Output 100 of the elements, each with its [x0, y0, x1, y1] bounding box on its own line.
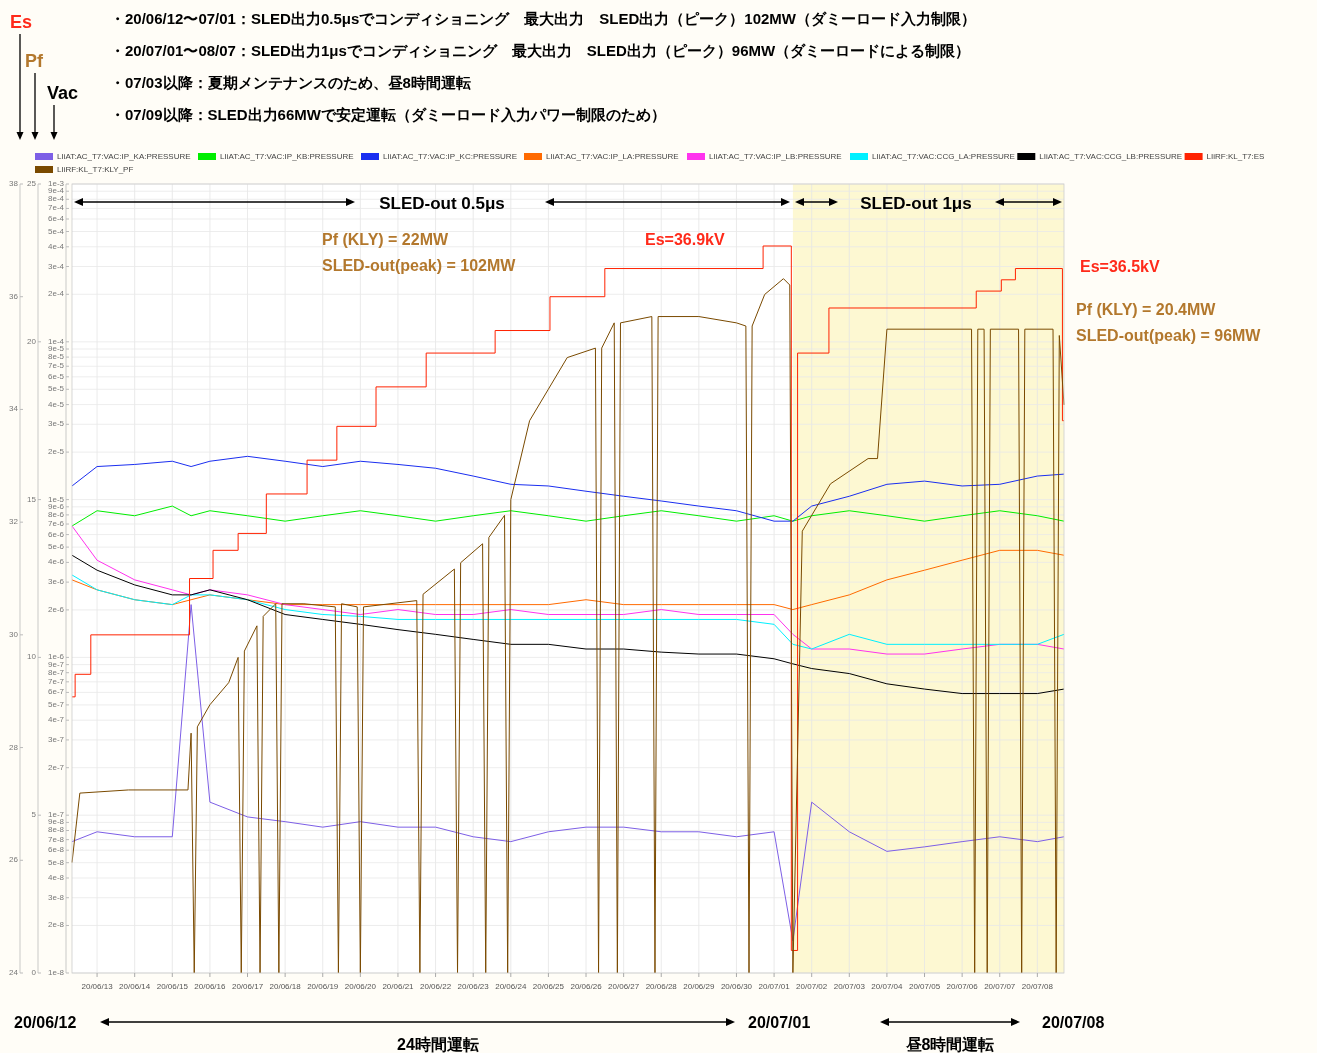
legend-label: LIiRF:KL_T7:KLY_PF	[57, 165, 134, 174]
x-tick-label: 20/07/04	[871, 982, 904, 991]
text: 20/06/12	[14, 1014, 77, 1031]
x-tick-label: 20/06/26	[570, 982, 603, 991]
y3-tick-label: 5e-4	[47, 226, 65, 236]
y3-tick-label: 1e-8	[47, 968, 65, 977]
y3-tick-label: 9e-7	[47, 659, 65, 669]
text: ・07/09以降：SLED出力66MWで安定運転（ダミーロード入力パワー制限のため）	[110, 106, 666, 123]
y3-tick-label: 2e-4	[47, 289, 65, 299]
x-tick-label: 20/06/20	[344, 982, 377, 991]
legend-label: LIiAT:AC_T7:VAC:CCG_LB:PRESSURE	[1039, 152, 1183, 161]
y3-tick-label: 8e-8	[47, 825, 65, 835]
text: SLED-out(peak) = 96MW	[1076, 327, 1262, 344]
annotation: Es=36.9kV	[645, 231, 725, 248]
legend-label: LIiAT:AC_T7:VAC:IP_KC:PRESSURE	[383, 152, 517, 161]
y-tick-label: 38	[9, 179, 19, 188]
x-tick-label: 20/06/28	[645, 982, 678, 991]
y3-tick-label: 4e-7	[47, 715, 65, 725]
x-tick-label: 20/07/06	[946, 982, 979, 991]
y2-tick-label: 15	[27, 494, 37, 504]
y3-tick-label: 3e-6	[47, 577, 65, 587]
x-tick-label: 20/07/02	[796, 982, 828, 991]
x-tick-label: 20/07/07	[984, 982, 1016, 991]
text: ・07/03以降：夏期メンテナンスのため、昼8時間運転	[110, 74, 471, 91]
text: Vac	[47, 83, 79, 103]
text: ・20/07/01〜08/07：SLED出力1μsでコンディショニング 最大出力 SLED出力（ピーク）96MW（ダミーロードによる制限）	[110, 42, 971, 59]
y3-tick-label: 4e-4	[47, 241, 65, 251]
y3-tick-label: 8e-5	[47, 352, 65, 362]
y-tick-label: 24	[9, 968, 19, 977]
y3-tick-label: 3e-8	[47, 892, 65, 902]
y3-tick-label: 9e-4	[47, 186, 65, 196]
x-tick-label: 20/07/05	[908, 982, 941, 991]
text: 昼8時間運転	[904, 1036, 995, 1053]
y3-tick-label: 8e-7	[47, 667, 65, 677]
text: 20/07/01	[748, 1014, 811, 1031]
x-tick-label: 20/06/13	[81, 982, 114, 991]
y3-tick-label: 9e-5	[47, 344, 65, 354]
y3-tick-label: 5e-8	[47, 857, 65, 867]
y3-tick-label: 7e-6	[47, 519, 65, 529]
x-tick-label: 20/06/21	[382, 982, 415, 991]
annotation: SLED-out(peak) = 102MW	[322, 257, 517, 274]
text: Pf (KLY) = 20.4MW	[1076, 301, 1217, 318]
x-tick-label: 20/06/15	[156, 982, 189, 991]
y3-tick-label: 2e-8	[47, 920, 65, 930]
x-tick-label: 20/06/19	[307, 982, 339, 991]
text: Es=36.5kV	[1080, 258, 1160, 275]
x-tick-label: 20/06/25	[532, 982, 565, 991]
y-tick-label: 34	[9, 404, 19, 414]
y3-tick-label: 4e-6	[47, 557, 65, 567]
x-tick-label: 20/06/17	[231, 982, 264, 991]
y3-tick-label: 3e-7	[47, 734, 65, 744]
y3-tick-label: 6e-7	[47, 687, 65, 697]
y2-tick-label: 5	[31, 810, 37, 820]
y3-tick-label: 1e-3	[47, 179, 65, 188]
x-tick-label: 20/07/03	[833, 982, 866, 991]
y3-tick-label: 1e-6	[47, 652, 65, 662]
y3-tick-label: 7e-5	[47, 361, 65, 371]
legend-label: LIiRF:KL_T7:ES	[1206, 152, 1265, 161]
y-tick-label: 30	[9, 629, 19, 639]
x-tick-label: 20/06/16	[194, 982, 227, 991]
y2-tick-label: 25	[27, 179, 37, 188]
text: 20/07/08	[1042, 1014, 1105, 1031]
x-tick-label: 20/06/22	[420, 982, 452, 991]
y-tick-label: 26	[9, 855, 19, 865]
y3-tick-label: 7e-8	[47, 834, 65, 844]
y3-tick-label: 8e-4	[47, 194, 65, 204]
y3-tick-label: 4e-8	[47, 872, 65, 882]
legend-label: LIiAT:AC_T7:VAC:IP_KB:PRESSURE	[220, 152, 354, 161]
y3-tick-label: 5e-6	[47, 542, 65, 552]
annotation: SLED-out 1μs	[860, 194, 972, 213]
x-tick-label: 20/07/08	[1021, 982, 1054, 991]
y-tick-label: 36	[9, 291, 19, 301]
x-tick-label: 20/06/30	[720, 982, 753, 991]
y2-tick-label: 20	[27, 336, 37, 346]
y3-tick-label: 7e-7	[47, 676, 65, 686]
legend-label: LIiAT:AC_T7:VAC:IP_LA:PRESSURE	[546, 152, 679, 161]
y3-tick-label: 2e-5	[47, 447, 65, 457]
text: Pf	[25, 51, 45, 71]
y3-tick-label: 4e-5	[47, 399, 65, 409]
y-tick-label: 28	[9, 742, 19, 752]
y3-tick-label: 2e-6	[47, 604, 65, 614]
y3-tick-label: 6e-6	[47, 529, 65, 539]
y2-tick-label: 0	[31, 968, 37, 977]
text: Es	[10, 12, 33, 32]
y-tick-label: 32	[9, 517, 19, 527]
y3-tick-label: 9e-6	[47, 501, 65, 511]
y3-tick-label: 7e-4	[47, 203, 65, 213]
x-tick-label: 20/06/14	[119, 982, 151, 991]
y3-tick-label: 1e-4	[47, 336, 65, 346]
x-tick-label: 20/06/24	[495, 982, 527, 991]
text: 24時間運転	[397, 1036, 479, 1053]
y3-tick-label: 8e-6	[47, 509, 65, 519]
legend-label: LIiAT:AC_T7:VAC:IP_LB:PRESSURE	[709, 152, 842, 161]
text: ・20/06/12〜07/01：SLED出力0.5μsでコンディショニング 最大出力 SLED出力（ピーク）102MW（ダミーロード入力制限）	[110, 10, 976, 27]
y3-tick-label: 6e-5	[47, 371, 65, 381]
x-tick-label: 20/06/23	[457, 982, 490, 991]
y3-tick-label: 5e-5	[47, 384, 65, 394]
annotation: Pf (KLY) = 22MW	[322, 231, 449, 248]
annotation: SLED-out 0.5μs	[379, 194, 505, 213]
x-tick-label: 20/06/27	[608, 982, 640, 991]
